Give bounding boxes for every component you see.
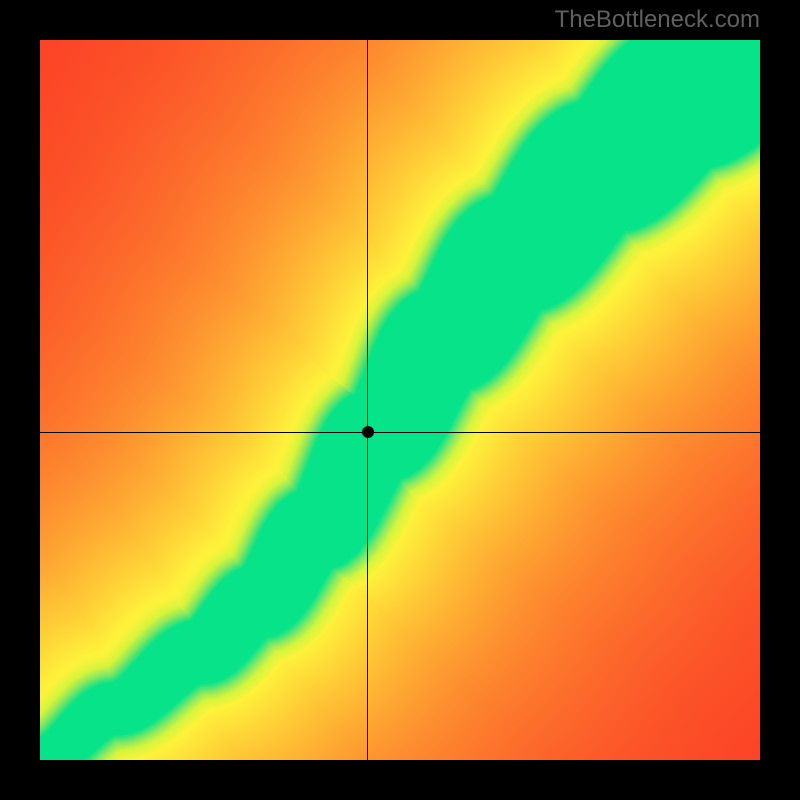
attribution-text: TheBottleneck.com [555, 6, 760, 34]
heatmap-plot [40, 40, 760, 760]
heatmap-canvas [40, 40, 760, 760]
